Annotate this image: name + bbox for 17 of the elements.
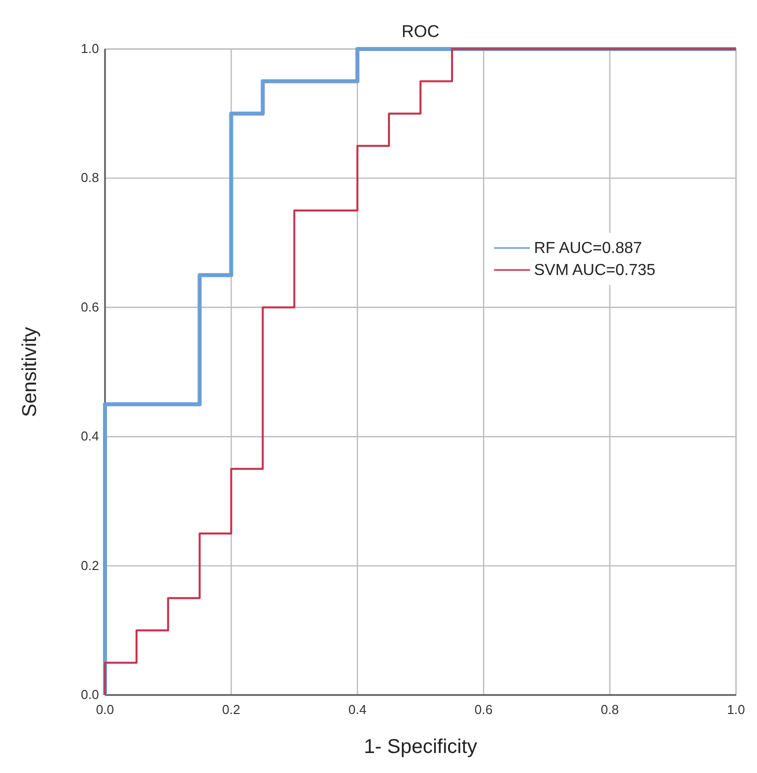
x-tick-label: 1.0 xyxy=(726,702,746,717)
legend-label: SVM AUC=0.735 xyxy=(534,262,656,279)
y-tick-label: 0.6 xyxy=(80,299,99,314)
x-axis-title: 1- Specificity xyxy=(364,736,478,758)
y-tick-label: 0.0 xyxy=(80,687,99,702)
y-axis-title: Sensitivity xyxy=(19,326,41,418)
y-tick-label: 0.2 xyxy=(80,558,99,573)
x-tick-label: 0.6 xyxy=(474,702,493,717)
y-tick-label: 1.0 xyxy=(80,41,99,56)
chart-title: ROC xyxy=(402,22,440,41)
y-tick-label: 0.4 xyxy=(80,428,99,444)
legend-label: RF AUC=0.887 xyxy=(534,240,642,257)
x-tick-label: 0.4 xyxy=(348,702,366,717)
x-tick-label: 0.0 xyxy=(96,702,114,717)
x-tick-label: 0.2 xyxy=(222,702,240,717)
y-tick-label: 0.8 xyxy=(80,170,99,186)
x-tick-label: 0.8 xyxy=(600,702,619,717)
